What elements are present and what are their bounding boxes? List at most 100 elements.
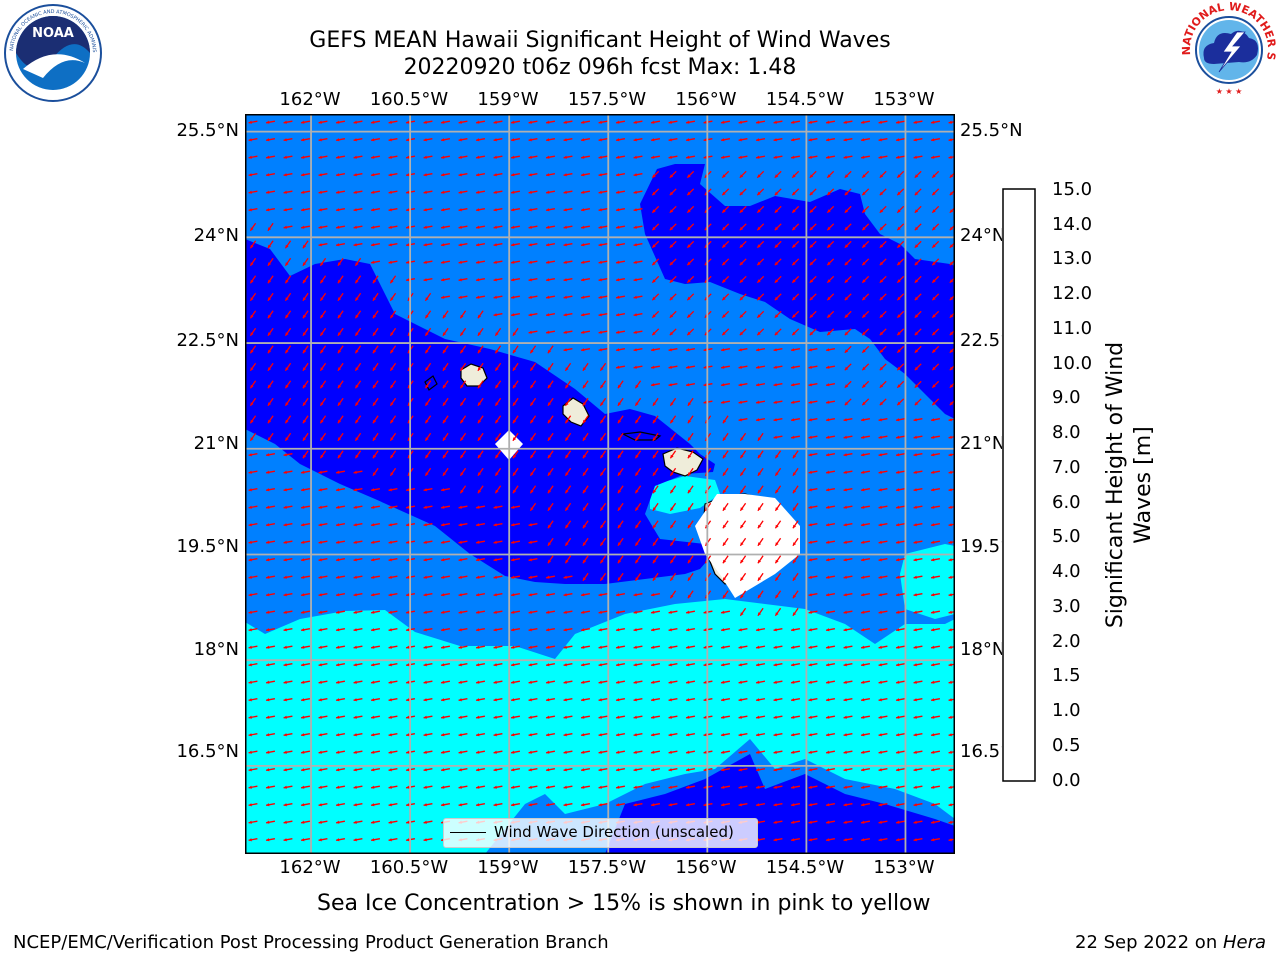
wind-wave-vector-head [808,120,812,124]
wind-wave-vector-head [670,524,674,529]
wind-wave-vector-head [388,523,392,527]
wind-wave-vector-head [791,803,795,807]
wind-wave-vector-head [371,243,375,247]
wind-wave-vector-head [808,645,812,649]
wind-wave-vector-head [372,402,377,406]
wind-wave-vector-head [651,155,655,159]
wind-wave-vector-head [739,296,744,301]
wind-wave-vector-head [320,454,324,459]
wind-wave-vector-head [406,680,410,684]
wind-wave-vector-head [808,698,812,702]
colorbar [1002,188,1036,782]
wind-wave-vector-head [913,558,917,562]
wind-wave-vector-head [528,243,532,247]
wind-wave-vector-head [896,488,900,492]
wind-wave-vector-head [318,540,322,544]
wind-wave-vector-head [283,715,287,719]
wave-band-0.0-0.5-main [245,239,715,584]
wind-wave-vector-head [301,645,305,649]
wind-wave-vector-head [371,610,375,614]
wind-wave-vector-head [878,523,882,527]
wind-wave-vector-head [756,645,760,649]
wind-wave-vector-head [879,191,884,196]
wind-wave-vector-head [563,593,567,597]
wind-wave-vector-head [617,384,622,389]
wind-wave-vector-head [843,785,847,789]
wind-wave-vector-head [757,559,762,564]
wind-wave-vector-head [581,225,585,229]
wind-wave-vector-head [878,715,882,719]
wind-wave-vector-head [878,768,882,772]
wind-wave-vector-head [669,261,674,266]
wind-wave-vector-head [266,663,270,667]
wind-wave-vector-head [530,419,534,424]
wind-wave-vector-head [827,244,831,248]
wind-wave-vector-head [686,138,690,142]
wind-wave-vector-head [651,733,655,737]
wind-wave-vector-head [949,279,954,283]
wind-wave-vector-head [687,507,692,511]
wind-wave-vector-head [336,715,340,719]
generation-date: 22 Sep 2022 on Hera [1075,932,1266,953]
wind-wave-vector-head [792,612,797,616]
wind-wave-vector-head [423,785,427,789]
wind-wave-vector-head [914,191,919,196]
wind-wave-vector-head [598,610,602,614]
wind-wave-vector-head [388,750,392,754]
wind-wave-vector-head [493,768,497,772]
wind-wave-vector-head [563,750,567,754]
wind-wave-vector-head [668,120,672,124]
wind-wave-vector-head [495,384,499,389]
wind-wave-vector-head [931,138,935,142]
wind-wave-vector-head [582,559,587,564]
wind-wave-vector-head [878,628,882,632]
wind-wave-vector-head [546,628,550,632]
wind-wave-vector-head [511,663,515,667]
wind-wave-vector-head [791,138,795,142]
wind-wave-vector-head [722,296,726,301]
wind-wave-vector-head [914,384,919,388]
wind-wave-vector-head [460,349,464,354]
wind-wave-vector-head [843,540,847,544]
wind-wave-vector-head [932,261,936,266]
wind-wave-vector-head [949,401,954,406]
wind-wave-vector-head [652,437,657,441]
wind-wave-vector-head [546,295,550,299]
wind-wave-vector-head [547,437,552,441]
wind-wave-vector-head [948,453,952,457]
wind-wave-vector-head [285,244,289,249]
wind-wave-vector-head [949,331,954,336]
colorbar-tick: 9.0 [1052,387,1081,408]
wind-wave-vector-head [598,260,602,264]
wind-wave-vector-head [879,366,884,371]
wind-wave-vector-head [931,593,935,597]
wind-wave-vector-head [703,120,707,124]
wind-wave-vector-head [668,698,672,702]
wind-wave-vector-head [493,190,497,194]
wind-wave-vector-head [546,663,550,667]
wind-wave-vector-head [861,838,865,842]
wind-wave-vector-head [285,332,289,336]
wind-wave-vector-head [441,593,445,597]
wind-wave-vector-head [598,173,602,177]
wave-band-0.0-0.5-northeast [640,164,955,419]
wind-wave-vector-head [248,838,252,842]
graticule [245,114,955,854]
wind-wave-vector-head [896,803,900,807]
wind-wave-vector-head [406,715,410,719]
wind-wave-vector-head [687,419,692,424]
wind-wave-vector-head [476,750,480,754]
wind-wave-vector-head [458,540,462,544]
wind-wave-vector-head [774,279,779,283]
wind-wave-vector-head [722,244,726,248]
wind-wave-vector-head [353,680,357,684]
wind-wave-vector-head [301,593,305,597]
wind-wave-vector-head [476,523,480,527]
wind-wave-vector-head [285,367,289,371]
wind-wave-vector-head [738,365,742,369]
wind-wave-vector-head [458,558,462,562]
wind-wave-vector-head [739,279,744,283]
wind-wave-vector-head [792,489,797,494]
wind-wave-vector-head [773,435,777,439]
wind-wave-vector-head [739,174,744,178]
